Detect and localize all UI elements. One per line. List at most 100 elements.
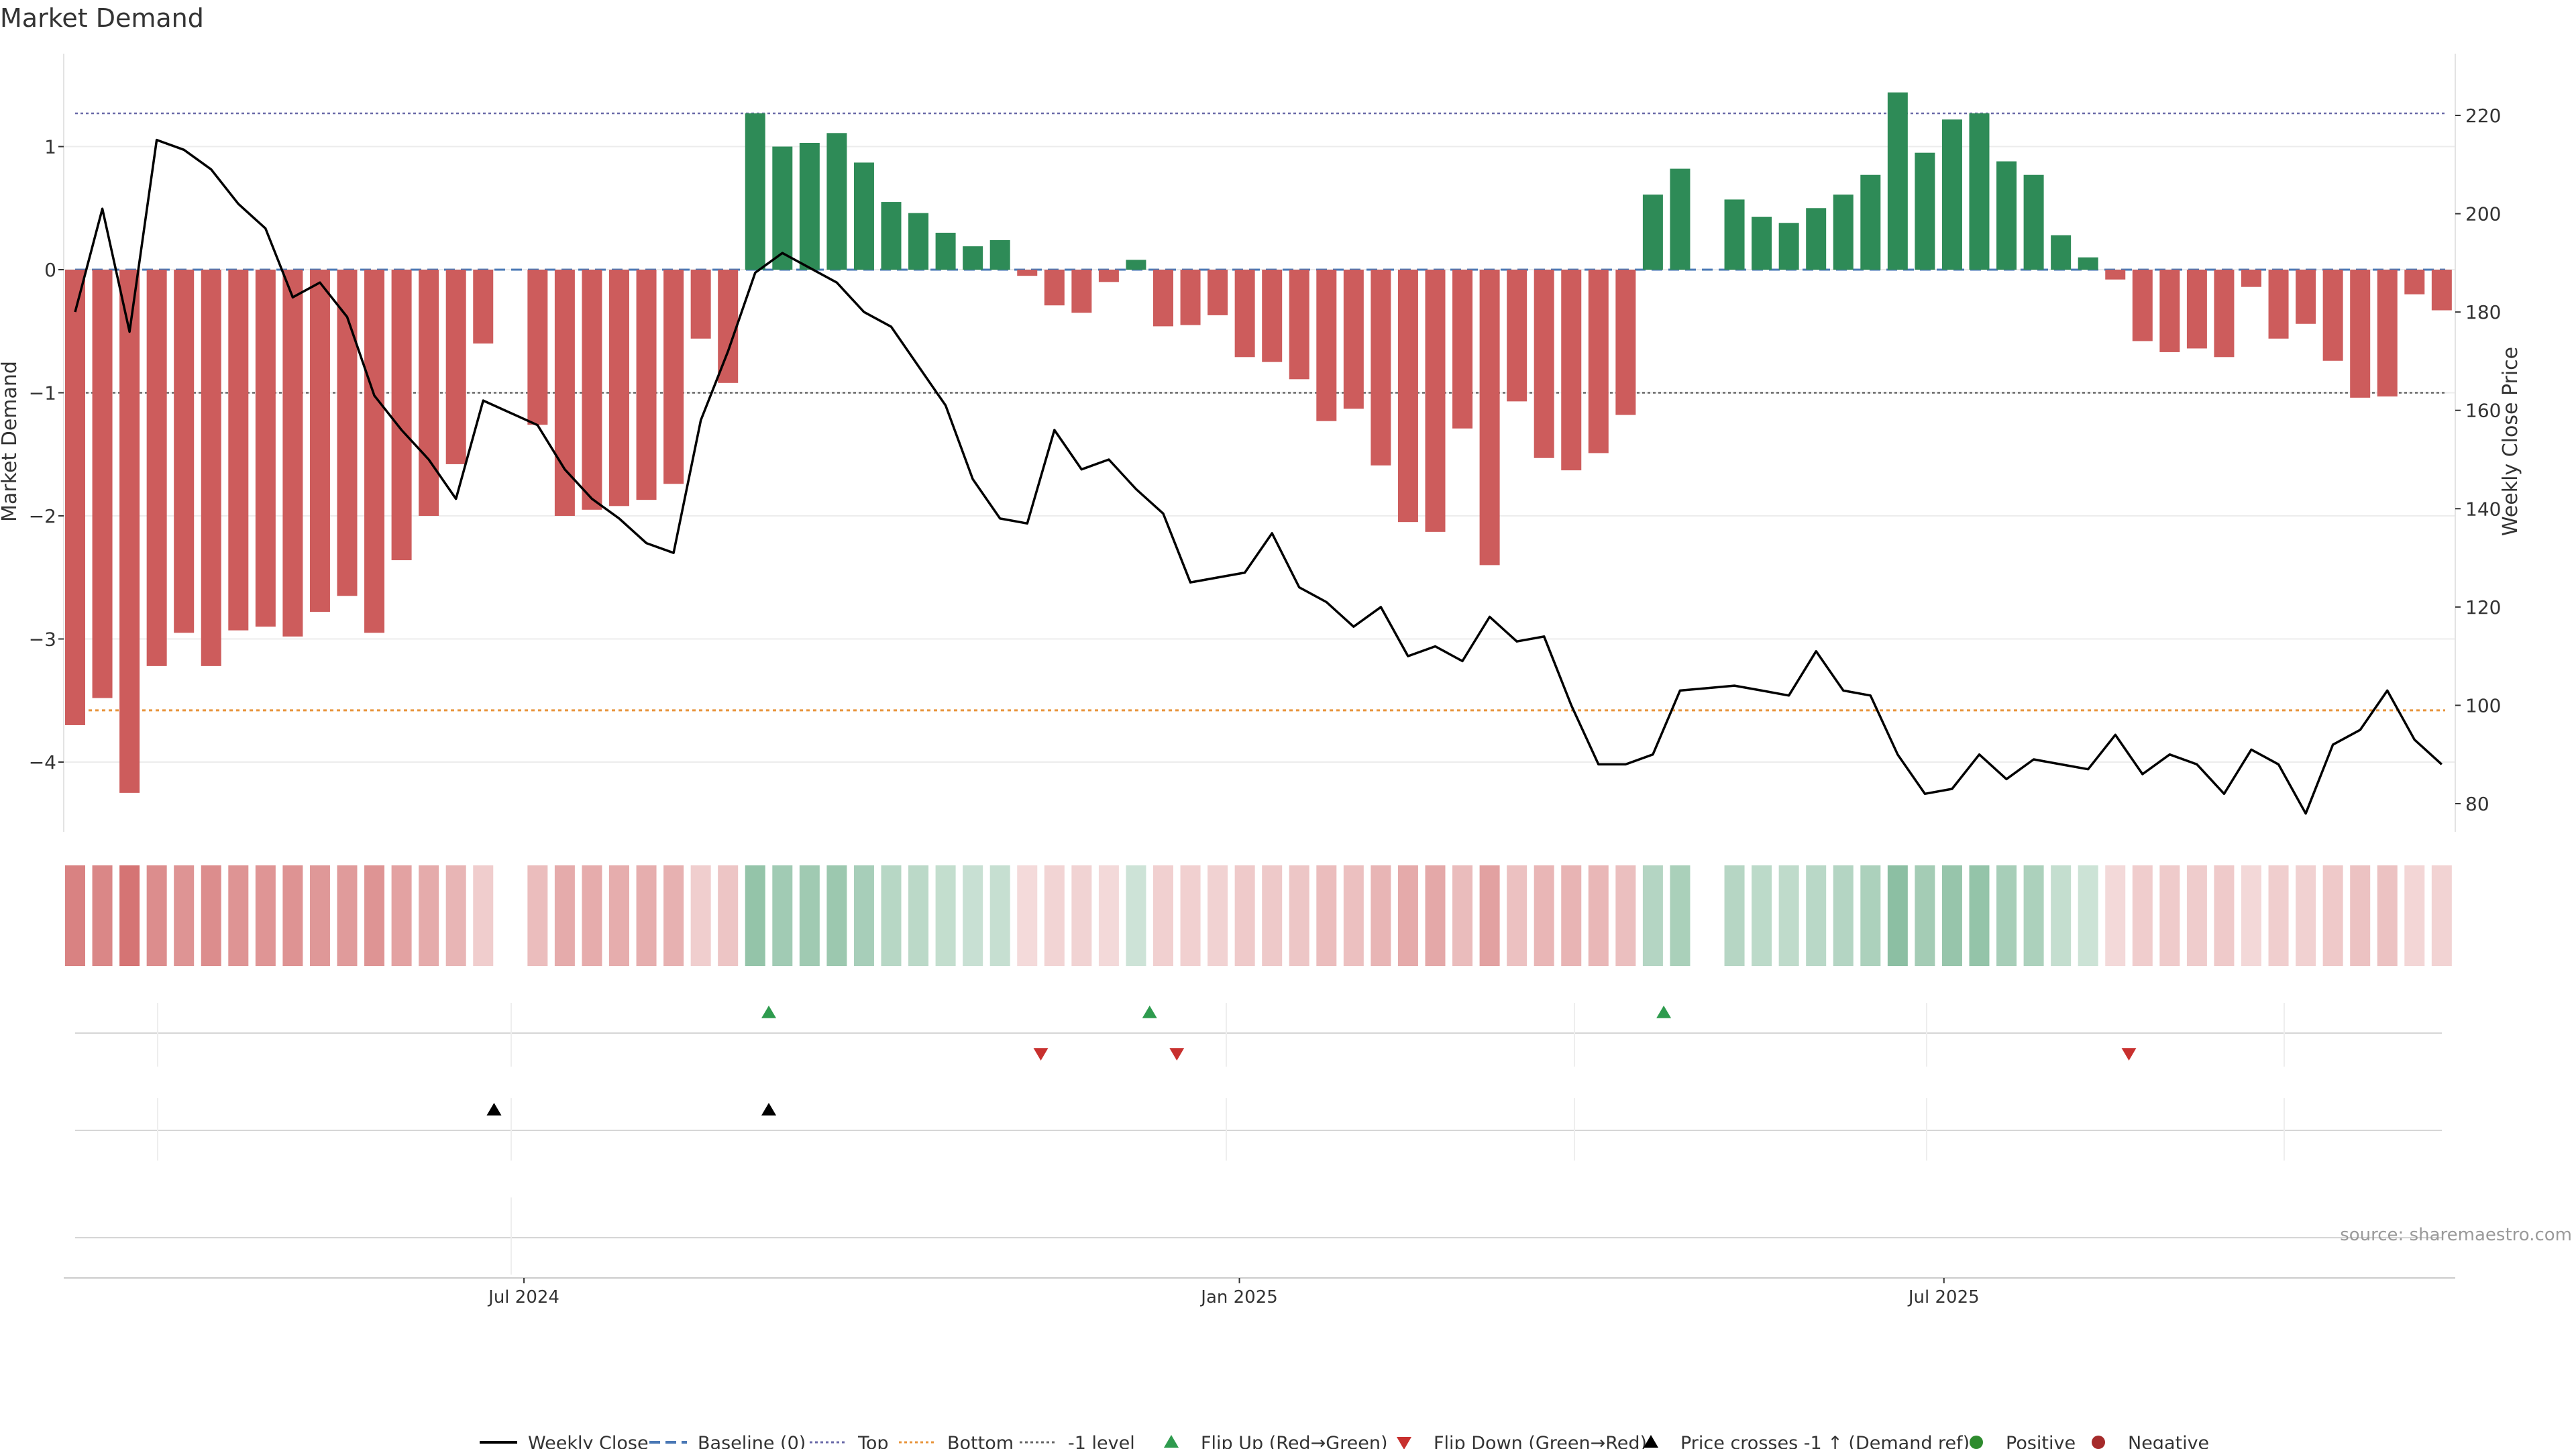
heat-cell	[690, 865, 711, 966]
negative-bar	[2322, 270, 2343, 361]
x-tick-label: Jul 2025	[1907, 1287, 1980, 1307]
flip-down-marker	[1169, 1048, 1185, 1061]
heat-cell	[364, 865, 385, 966]
right-tick-label: 80	[2465, 793, 2489, 815]
flip-up-marker	[1656, 1006, 1672, 1018]
heat-cell	[1860, 865, 1881, 966]
negative-bar	[228, 270, 249, 631]
heat-cell	[1071, 865, 1092, 966]
legend-label: Price crosses -1 ↑ (Demand ref)	[1680, 1433, 1970, 1449]
positive-bar	[1915, 152, 1935, 270]
flip-up-marker	[1142, 1006, 1157, 1018]
negative-bar	[2159, 270, 2180, 352]
negative-bar	[309, 270, 330, 612]
legend-swatch	[1970, 1436, 1983, 1449]
x-tick-label: Jan 2025	[1199, 1287, 1278, 1307]
heat-cell	[1479, 865, 1500, 966]
positive-bar	[1996, 161, 2017, 270]
negative-bar	[2214, 270, 2235, 358]
heat-cell	[1397, 865, 1418, 966]
heat-cell	[2404, 865, 2425, 966]
positive-bar	[1833, 195, 1854, 270]
demand-bars	[65, 92, 2452, 793]
heat-cell	[935, 865, 956, 966]
heat-cell	[2377, 865, 2398, 966]
left-tick-label: 1	[44, 136, 56, 158]
negative-bar	[119, 270, 140, 793]
negative-bar	[663, 270, 684, 484]
heat-cell	[419, 865, 439, 966]
heat-cell	[2159, 865, 2180, 966]
heat-cell	[1126, 865, 1146, 966]
negative-bar	[1588, 270, 1609, 453]
heat-cell	[255, 865, 276, 966]
positive-bar	[1724, 199, 1745, 270]
heat-cell	[1371, 865, 1391, 966]
heat-cell	[1208, 865, 1228, 966]
x-tick-label: Jul 2024	[487, 1287, 559, 1307]
heat-cell	[1234, 865, 1255, 966]
legend-swatch	[1397, 1437, 1411, 1449]
negative-bar	[636, 270, 657, 500]
negative-bar	[2350, 270, 2371, 398]
negative-bar	[1234, 270, 1255, 358]
heat-cell	[2241, 865, 2261, 966]
right-tick-label: 200	[2465, 203, 2501, 225]
negative-bar	[2404, 270, 2425, 294]
negative-bar	[1208, 270, 1228, 315]
positive-bar	[935, 232, 956, 270]
negative-bar	[1153, 270, 1173, 327]
price-line-group	[74, 138, 2443, 815]
negative-bar	[554, 270, 575, 516]
heat-cell	[1425, 865, 1446, 966]
negative-bar	[1044, 270, 1065, 306]
negative-bar	[255, 270, 276, 627]
heat-cell	[1969, 865, 1990, 966]
positive-bar	[1778, 223, 1799, 270]
heat-cell	[718, 865, 739, 966]
right-tick-label: 120	[2465, 596, 2501, 619]
legend-label: Positive	[2006, 1433, 2076, 1449]
legend-swatch	[1644, 1435, 1658, 1448]
heat-cell	[1833, 865, 1854, 966]
heat-cell	[391, 865, 412, 966]
negative-bar	[1425, 270, 1446, 532]
left-axis-label: Market Demand	[0, 361, 21, 522]
axes: 1 0 −1 −2 −3 −4 220 200 180 160 140 120 100 80	[29, 54, 2501, 832]
heat-cell	[445, 865, 466, 966]
heat-cell	[201, 865, 221, 966]
heat-cell	[963, 865, 983, 966]
negative-bar	[690, 270, 711, 339]
left-tick-label: −2	[29, 505, 56, 527]
positive-bar	[1941, 119, 1962, 270]
right-tick-label: 160	[2465, 400, 2501, 422]
negative-bar	[2132, 270, 2153, 341]
heat-cell	[1343, 865, 1364, 966]
legend-label: Flip Up (Red→Green)	[1201, 1433, 1388, 1449]
negative-bar	[1615, 270, 1636, 415]
heat-cell	[853, 865, 874, 966]
negative-bar	[1371, 270, 1391, 466]
demand-heat-strip	[65, 865, 2452, 966]
heat-cell	[174, 865, 195, 966]
heat-cell	[1017, 865, 1038, 966]
negative-bar	[609, 270, 629, 506]
positive-bar	[2051, 235, 2072, 270]
heat-cell	[1806, 865, 1827, 966]
heat-cell	[2214, 865, 2235, 966]
negative-bar	[2431, 270, 2452, 311]
negative-bar	[718, 270, 739, 383]
negative-bar	[1262, 270, 1283, 362]
heat-cell	[228, 865, 249, 966]
negative-bar	[445, 270, 466, 464]
positive-bar	[2023, 174, 2044, 270]
price-cross-marker	[761, 1103, 777, 1116]
heat-cell	[65, 865, 85, 966]
legend-label: Bottom	[947, 1433, 1014, 1449]
negative-bar	[2186, 270, 2207, 349]
negative-bar	[1316, 270, 1337, 421]
flip-down-marker	[1033, 1048, 1049, 1061]
negative-bar	[527, 270, 548, 425]
heat-cell	[2296, 865, 2316, 966]
heat-cell	[2431, 865, 2452, 966]
